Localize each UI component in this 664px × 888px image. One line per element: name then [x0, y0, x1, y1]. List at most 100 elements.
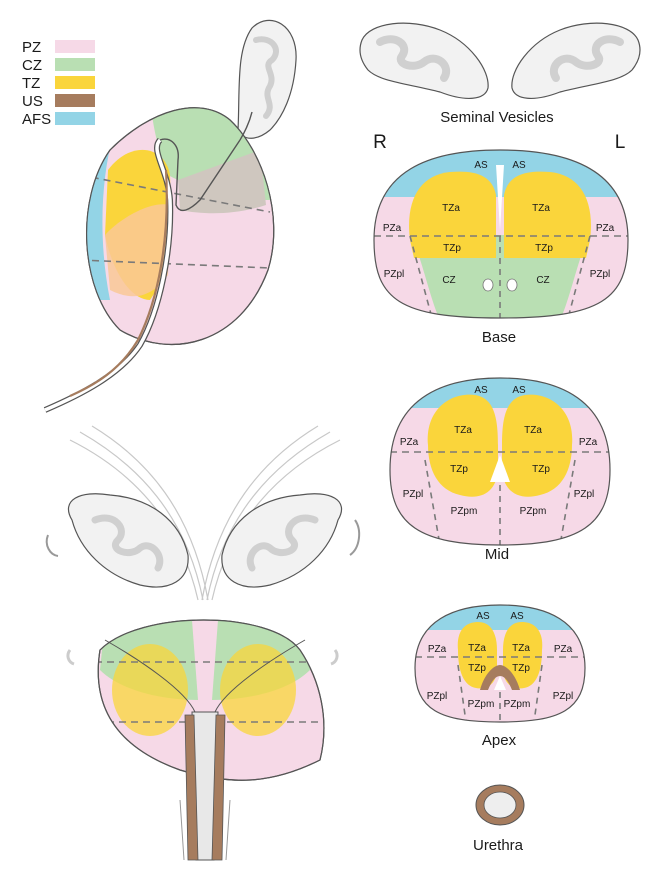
- coronal-duct-right: [104, 639, 196, 713]
- legend-swatch-afs: [55, 112, 95, 125]
- mid-label-pzpm-r: PZpm: [451, 506, 478, 517]
- sv-right-folds: [376, 35, 450, 82]
- legend-label-pz: PZ: [22, 39, 41, 56]
- coronal-vas-deferens: [69, 425, 341, 601]
- coronal-side-mark-right: [45, 534, 59, 557]
- mid-dashed-left: [559, 459, 576, 545]
- base-label-cz-r: CZ: [442, 275, 455, 286]
- coronal-seminal-vesicle-left: [221, 493, 343, 588]
- apex-label-tzp-r: TZp: [468, 663, 486, 674]
- base-ejaculatory-duct-right: [482, 278, 494, 292]
- apex-label-pzpl-r: PZpl: [427, 691, 448, 702]
- legend-item-cz: CZ: [22, 57, 95, 74]
- sagittal-prostate-border: [86, 107, 275, 346]
- coronal-seminal-vesicle-right: [67, 493, 189, 588]
- base-label-cz-l: CZ: [536, 275, 549, 286]
- mid-label-pza-l: PZa: [579, 437, 598, 448]
- apex-dashed-left: [533, 664, 543, 722]
- apex-tz-right: [457, 622, 497, 689]
- base-label-as-r: AS: [474, 160, 488, 171]
- base-anterior-gap: [496, 165, 504, 230]
- legend-item-tz: TZ: [22, 75, 95, 92]
- legend-label-tz: TZ: [22, 75, 40, 92]
- base-label-tzp-r: TZp: [443, 243, 461, 254]
- coronal-tz-left: [220, 644, 296, 736]
- coronal-tz-right: [112, 644, 188, 736]
- base-label-pza-l: PZa: [596, 223, 615, 234]
- mid-label-tzp-l: TZp: [532, 464, 550, 475]
- coronal-duct-left: [214, 639, 306, 713]
- coronal-prostate-border: [97, 619, 325, 781]
- mid-label-tza-l: TZa: [524, 425, 542, 436]
- apex-tz-left: [503, 622, 543, 689]
- sagittal-sv-folds: [253, 36, 279, 119]
- mid-title: Mid: [485, 546, 509, 563]
- base-outline: [373, 149, 629, 319]
- apex-dashed-right: [457, 664, 467, 722]
- coronal-view: [45, 425, 361, 861]
- apex-label-pzpm-l: PZpm: [504, 699, 531, 710]
- base-label-tzp-l: TZp: [535, 243, 553, 254]
- mid-label-pza-r: PZa: [400, 437, 419, 448]
- sagittal-urethral-sphincter: [69, 169, 168, 398]
- base-label-as-l: AS: [512, 160, 526, 171]
- sv-left-folds: [550, 35, 624, 82]
- apex-label-tzp-l: TZp: [512, 663, 530, 674]
- base-label-pzpl-l: PZpl: [590, 269, 611, 280]
- base-label-pza-r: PZa: [383, 223, 402, 234]
- urethra-section: Urethra: [473, 784, 525, 854]
- apex-section: AS AS TZa TZa PZa PZa TZp TZp PZpl PZpl …: [414, 604, 586, 749]
- apex-label-pza-l: PZa: [554, 644, 573, 655]
- urethra-lumen: [483, 791, 517, 819]
- apex-label-pzpm-r: PZpm: [468, 699, 495, 710]
- legend-item-pz: PZ: [22, 39, 95, 56]
- base-section: AS AS TZa TZa PZa PZa TZp TZp PZpl PZpl …: [373, 149, 629, 346]
- mid-section: AS AS TZa TZa PZa PZa TZp TZp PZpl PZpl …: [389, 377, 611, 563]
- sagittal-cz-overlap: [178, 150, 266, 214]
- legend-swatch-us: [55, 94, 95, 107]
- sagittal-view: [43, 19, 297, 413]
- base-label-tza-l: TZa: [532, 203, 550, 214]
- mid-label-as-l: AS: [512, 385, 526, 396]
- coronal-us-right: [184, 714, 199, 861]
- legend-label-cz: CZ: [22, 57, 42, 74]
- coronal-sv-left-folds: [246, 514, 319, 572]
- coronal-edge-right: [66, 649, 75, 666]
- mid-tz-right: [427, 394, 498, 497]
- coronal-sv-right-folds: [91, 514, 164, 572]
- mid-label-as-r: AS: [474, 385, 488, 396]
- sagittal-tz-overlap: [105, 204, 170, 297]
- mid-dashed-right: [424, 459, 441, 545]
- urethra-title: Urethra: [473, 837, 524, 854]
- apex-title: Apex: [482, 732, 517, 749]
- sagittal-duct-upper: [239, 111, 253, 141]
- base-dashed-left: [567, 235, 591, 318]
- apex-pz: [415, 605, 585, 722]
- mid-label-pzpl-r: PZpl: [403, 489, 424, 500]
- mid-urethra-gap: [490, 455, 510, 482]
- base-dashed-right: [409, 235, 433, 318]
- mid-tz-left: [502, 394, 573, 497]
- base-label-tza-r: TZa: [442, 203, 460, 214]
- sagittal-afs: [86, 120, 118, 300]
- apex-label-pzpl-l: PZpl: [553, 691, 574, 702]
- legend: PZ CZ TZ US AFS: [22, 39, 95, 128]
- mid-outline: [389, 377, 611, 546]
- legend-label-afs: AFS: [22, 111, 51, 128]
- apex-urethral-sphincter: [480, 665, 520, 690]
- coronal-edge-left: [330, 649, 339, 666]
- coronal-outer-lines: [179, 799, 231, 861]
- legend-swatch-tz: [55, 76, 95, 89]
- mid-label-tza-r: TZa: [454, 425, 472, 436]
- left-side-label: L: [615, 132, 626, 153]
- apex-label-as-l: AS: [510, 611, 524, 622]
- sagittal-seminal-vesicle: [237, 19, 297, 139]
- base-label-pzpl-r: PZpl: [384, 269, 405, 280]
- right-side-label: R: [373, 132, 387, 153]
- sagittal-dashed-upper: [86, 174, 271, 213]
- apex-label-tza-l: TZa: [512, 643, 530, 654]
- legend-item-afs: AFS: [22, 111, 95, 128]
- legend-item-us: US: [22, 93, 95, 110]
- mid-label-pzpl-l: PZpl: [574, 489, 595, 500]
